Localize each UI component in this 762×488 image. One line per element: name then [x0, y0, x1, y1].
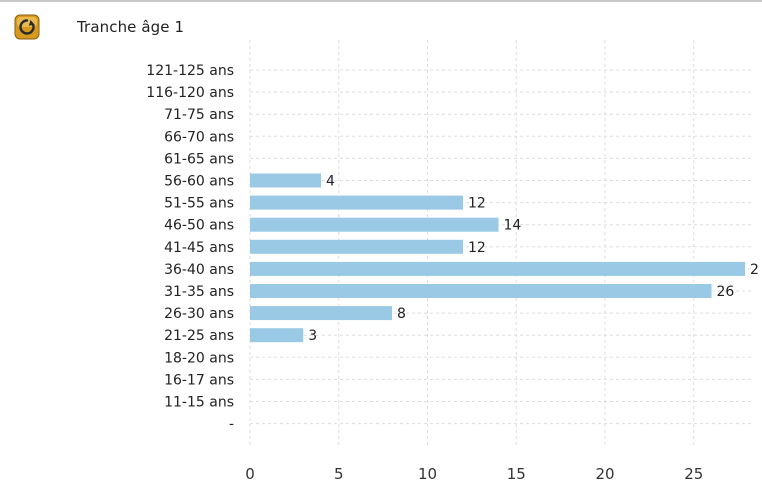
top-divider	[0, 0, 762, 2]
y-tick-label: 56-60 ans	[164, 174, 234, 190]
bar	[250, 328, 304, 343]
x-tick-label: 25	[684, 465, 703, 483]
y-tick-label: 66-70 ans	[164, 129, 234, 145]
y-tick-label: 36-40 ans	[164, 262, 234, 278]
y-tick-label: 116-120 ans	[146, 85, 234, 101]
y-tick-label: 46-50 ans	[164, 218, 234, 234]
y-tick-label: 121-125 ans	[146, 63, 234, 79]
y-tick-label: -	[229, 417, 234, 433]
x-tick-label: 10	[418, 465, 437, 483]
chart-title: Tranche âge 1	[77, 18, 185, 36]
y-tick-label: 61-65 ans	[164, 151, 234, 167]
data-label: 8	[397, 306, 406, 322]
x-tick-label: 15	[507, 465, 526, 483]
chart-header: Tranche âge 1	[14, 12, 184, 42]
data-label: 14	[504, 218, 522, 234]
data-label: 26	[717, 284, 735, 300]
bar	[250, 284, 712, 298]
bar	[250, 261, 745, 276]
bar	[250, 195, 463, 210]
y-tick-label: 71-75 ans	[164, 107, 234, 123]
bars	[250, 173, 745, 343]
bar	[250, 173, 321, 188]
data-labels: 4 12 14 12 2 26 8 3	[308, 174, 759, 345]
x-axis-labels: 0 5 10 15 20 25	[245, 465, 703, 483]
y-tick-label: 31-35 ans	[164, 284, 234, 300]
refresh-icon[interactable]	[14, 14, 40, 40]
y-tick-label: 18-20 ans	[164, 350, 234, 366]
x-tick-label: 0	[245, 465, 255, 483]
y-tick-label: 21-25 ans	[164, 328, 234, 344]
y-axis-labels: 121-125 ans 116-120 ans 71-75 ans 66-70 ans…	[146, 63, 234, 433]
bar	[250, 306, 392, 321]
data-label: 12	[468, 196, 486, 212]
data-label: 12	[468, 240, 486, 256]
y-tick-label: 26-30 ans	[164, 306, 234, 322]
bar	[250, 217, 499, 232]
data-label: 4	[326, 174, 335, 190]
bar	[250, 239, 463, 254]
x-tick-label: 5	[334, 465, 344, 483]
y-tick-label: 51-55 ans	[164, 196, 234, 212]
data-label: 3	[308, 328, 317, 344]
y-tick-label: 41-45 ans	[164, 240, 234, 256]
data-label: 2	[750, 262, 759, 278]
y-tick-label: 16-17 ans	[164, 372, 234, 388]
x-tick-label: 20	[595, 465, 614, 483]
y-tick-label: 11-15 ans	[164, 395, 234, 411]
